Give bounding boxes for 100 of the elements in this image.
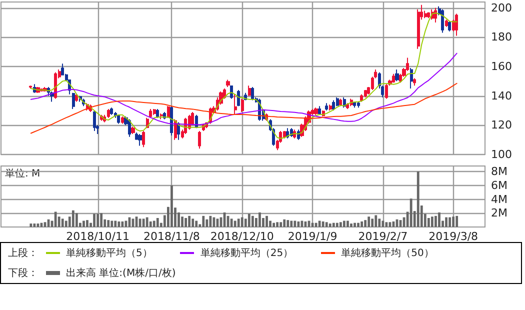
candlestick: [445, 19, 448, 28]
candlestick: [226, 79, 230, 88]
candlestick: [417, 8, 420, 50]
bar: [276, 222, 279, 227]
bar: [121, 221, 124, 227]
candlestick: [448, 20, 451, 32]
candlestick: [131, 126, 135, 134]
candlestick: [160, 112, 163, 120]
y-tick-label: 140: [491, 89, 512, 102]
bar: [82, 220, 85, 227]
candlestick: [441, 8, 444, 34]
candlestick: [107, 108, 110, 118]
candlestick: [93, 110, 96, 132]
candlestick: [237, 89, 240, 107]
bar: [354, 222, 356, 227]
x-tick-label: 2019/3/8: [428, 230, 478, 243]
bar: [328, 224, 332, 227]
bar: [100, 213, 103, 227]
candlestick: [117, 114, 120, 124]
y-tick-label: 6M: [491, 178, 508, 192]
bar: [146, 217, 148, 227]
candlestick: [329, 104, 332, 112]
bar: [96, 214, 99, 227]
candlestick: [251, 86, 254, 101]
bar: [343, 220, 346, 227]
bar: [142, 218, 145, 227]
bar: [448, 217, 451, 227]
bar: [209, 216, 212, 227]
candlestick: [339, 98, 342, 107]
bar: [195, 220, 198, 227]
x-tick-label: 2019/1/9: [288, 230, 338, 243]
bar: [374, 215, 378, 227]
bar: [283, 219, 286, 227]
candlestick: [353, 101, 356, 108]
legend-title: 下段：: [8, 267, 38, 280]
candlestick: [413, 78, 416, 86]
bar: [378, 218, 381, 227]
bar: [452, 216, 455, 227]
bar: [294, 220, 296, 227]
line-series: [30, 82, 458, 134]
x-tick-label: 2018/12/10: [210, 230, 274, 243]
candlestick: [336, 96, 339, 107]
bar: [188, 216, 191, 227]
line-series: [30, 52, 458, 126]
bar: [114, 220, 117, 227]
x-tick-label: 2018/11/8: [144, 230, 200, 243]
candlestick: [198, 130, 201, 150]
bar: [371, 218, 374, 227]
bar: [206, 219, 208, 227]
x-tick-label: 2019/2/7: [358, 230, 408, 243]
bar: [336, 222, 338, 227]
candlestick: [142, 130, 145, 148]
bar: [438, 212, 440, 227]
candlestick: [364, 89, 367, 98]
bar: [364, 220, 367, 227]
bar: [385, 222, 388, 227]
bar: [240, 217, 244, 227]
bar: [75, 213, 78, 227]
bar: [445, 217, 448, 227]
bar: [286, 220, 290, 227]
bar: [434, 216, 437, 227]
bar: [332, 222, 335, 227]
bar: [170, 185, 173, 227]
candlestick: [234, 94, 237, 116]
bar: [456, 216, 458, 227]
legend-label: 単純移動平均（25）: [200, 247, 294, 260]
candlestick: [138, 133, 142, 146]
candlestick: [153, 108, 156, 116]
bar: [202, 216, 205, 227]
candlestick: [283, 130, 286, 139]
candlestick: [318, 106, 321, 116]
bar: [237, 218, 240, 227]
candlestick: [230, 85, 233, 100]
candlestick: [332, 100, 335, 112]
candlestick: [121, 116, 124, 124]
legend-label: 単純移動平均（5）: [66, 247, 152, 260]
candlestick: [128, 118, 131, 138]
y-tick-label: 160: [491, 60, 512, 74]
candlestick: [167, 106, 170, 118]
legend-label: 単純移動平均（50）: [341, 247, 434, 260]
bar: [149, 221, 152, 227]
bar: [290, 220, 293, 227]
bar: [272, 222, 275, 227]
bar: [325, 222, 328, 227]
legend-label: 出来高 単位:(M株/口/枚): [66, 266, 176, 280]
bar: [30, 224, 32, 227]
bar: [110, 220, 114, 227]
bar: [382, 220, 384, 227]
bar: [360, 221, 363, 227]
candlestick: [392, 73, 395, 84]
bar: [181, 216, 184, 227]
candlestick: [410, 67, 413, 90]
candlestick: [241, 98, 244, 112]
bar: [54, 212, 57, 227]
bar: [251, 216, 254, 227]
bar: [318, 220, 321, 227]
line-series: [30, 12, 458, 139]
y-tick-label: 180: [491, 30, 512, 44]
bar: [297, 221, 300, 227]
bar: [192, 218, 194, 227]
